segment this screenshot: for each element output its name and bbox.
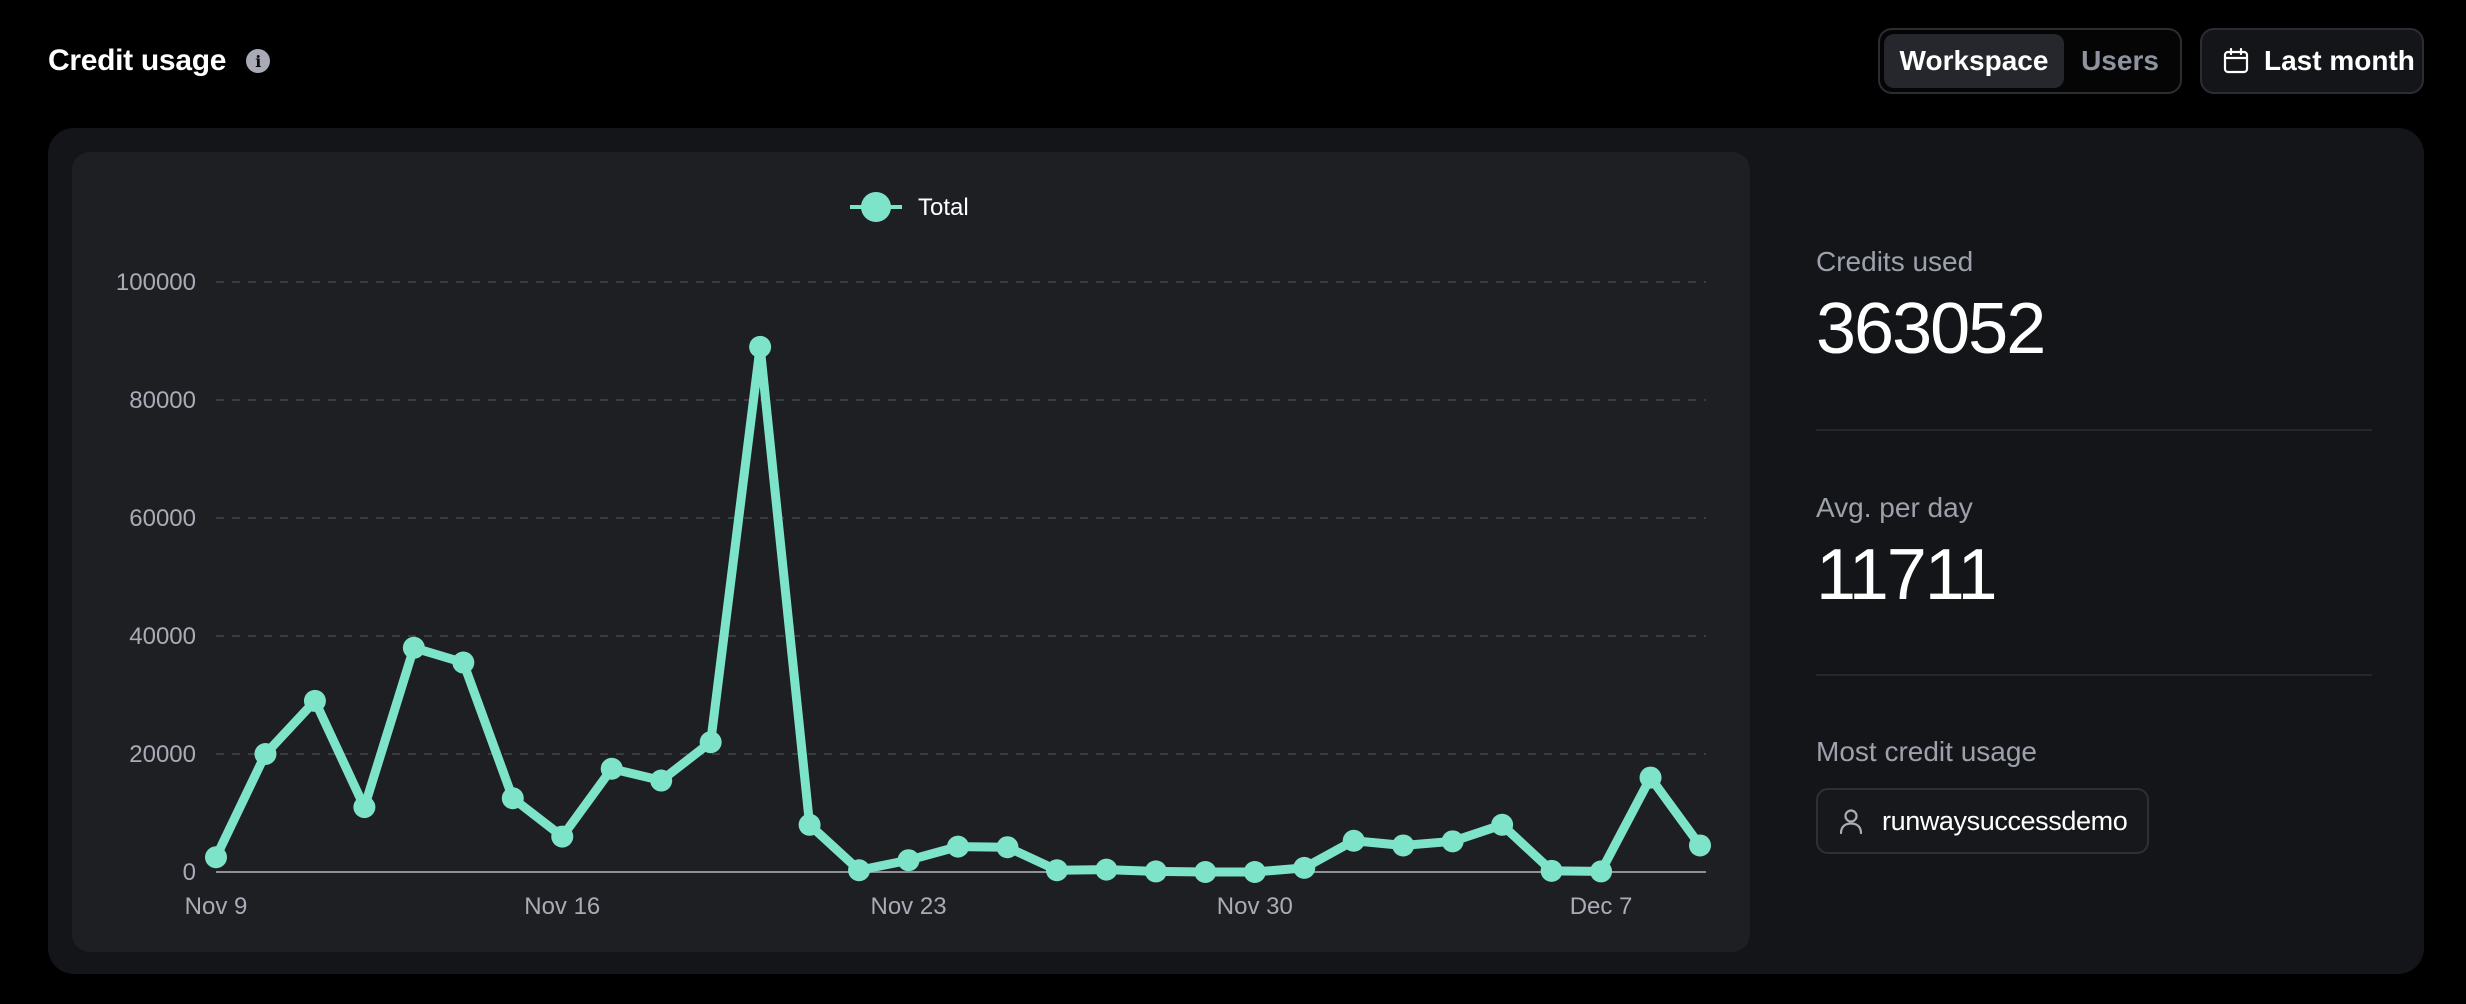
top-user-chip[interactable]: runwaysuccessdemo — [1816, 788, 2150, 854]
data-point — [848, 859, 871, 882]
avg-per-day-value: 11711 — [1816, 535, 1998, 615]
usage-panel: 0 20000 40000 60000 80000 100000 Nov 9 Nov 16 No… — [48, 128, 2424, 974]
user-icon — [1839, 809, 1863, 835]
y-tick-label: 80000 — [129, 387, 196, 414]
data-point — [1639, 766, 1662, 789]
most-usage-label: Most credit usage — [1816, 736, 2037, 767]
credits-used-value: 363052 — [1816, 289, 2046, 369]
y-tick-label: 20000 — [129, 741, 196, 768]
data-point — [600, 757, 623, 780]
credit-usage-header: Credit usage i — [48, 44, 271, 78]
x-tick-label: Nov 30 — [1217, 893, 1293, 920]
data-point — [650, 769, 673, 792]
data-point — [402, 636, 425, 659]
data-point — [897, 849, 920, 872]
credits-used-label: Credits used — [1816, 246, 1974, 277]
legend-marker — [861, 192, 891, 222]
data-point — [254, 743, 277, 765]
scope-toggle: Workspace Users — [1878, 28, 2182, 94]
divider — [1816, 429, 2372, 431]
data-point — [551, 825, 574, 848]
y-tick-label: 0 — [183, 859, 196, 886]
tab-users[interactable]: Users — [2081, 45, 2159, 76]
data-point — [947, 835, 969, 858]
data-point — [996, 836, 1019, 859]
data-point — [1342, 829, 1365, 852]
data-point — [1095, 858, 1118, 881]
data-point — [1590, 860, 1613, 883]
divider — [1816, 674, 2372, 676]
data-point — [1194, 861, 1217, 883]
data-point — [699, 731, 722, 754]
data-point — [1045, 859, 1068, 882]
x-tick-label: Dec 7 — [1570, 893, 1633, 920]
data-point — [1243, 861, 1266, 883]
usage-line-chart: 0 20000 40000 60000 80000 100000 Nov 9 Nov 16 No… — [116, 192, 1711, 920]
data-point — [1491, 813, 1514, 836]
data-point — [1392, 834, 1415, 857]
chart-card: 0 20000 40000 60000 80000 100000 Nov 9 Nov 16 No… — [72, 152, 1750, 952]
data-point — [1293, 856, 1316, 879]
date-range-button[interactable]: Last month — [2200, 28, 2424, 94]
x-tick-label: Nov 23 — [871, 893, 947, 920]
info-icon[interactable]: i — [246, 49, 271, 73]
calendar-icon — [2223, 47, 2249, 74]
data-point — [1689, 834, 1711, 857]
data-point — [1441, 830, 1464, 853]
y-tick-label: 60000 — [129, 505, 196, 532]
date-range-label: Last month — [2264, 45, 2415, 76]
legend-label: Total — [918, 194, 969, 221]
x-tick-label: Nov 16 — [524, 893, 600, 920]
data-point — [303, 689, 326, 712]
data-point — [749, 335, 772, 358]
data-point — [501, 787, 524, 810]
series-line-total — [211, 342, 1705, 877]
data-point — [452, 651, 475, 674]
data-point — [798, 813, 821, 836]
tab-workspace[interactable]: Workspace — [1884, 34, 2064, 88]
data-point — [353, 796, 376, 819]
data-point — [205, 846, 227, 869]
avg-per-day-label: Avg. per day — [1816, 492, 1973, 523]
x-tick-label: Nov 9 — [185, 893, 248, 920]
data-point — [1540, 859, 1563, 882]
data-point — [1144, 860, 1167, 883]
page-title: Credit usage — [48, 44, 227, 77]
y-tick-label: 100000 — [116, 269, 196, 296]
y-tick-label: 40000 — [129, 623, 196, 650]
top-user-name: runwaysuccessdemo — [1882, 805, 2128, 836]
